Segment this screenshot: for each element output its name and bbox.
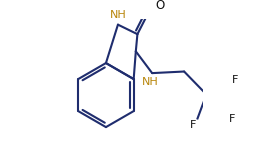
- Text: F: F: [232, 75, 238, 85]
- Text: NH: NH: [142, 77, 158, 87]
- Text: NH: NH: [109, 10, 126, 20]
- Text: O: O: [155, 0, 164, 12]
- Text: F: F: [190, 120, 196, 130]
- Text: F: F: [229, 114, 235, 124]
